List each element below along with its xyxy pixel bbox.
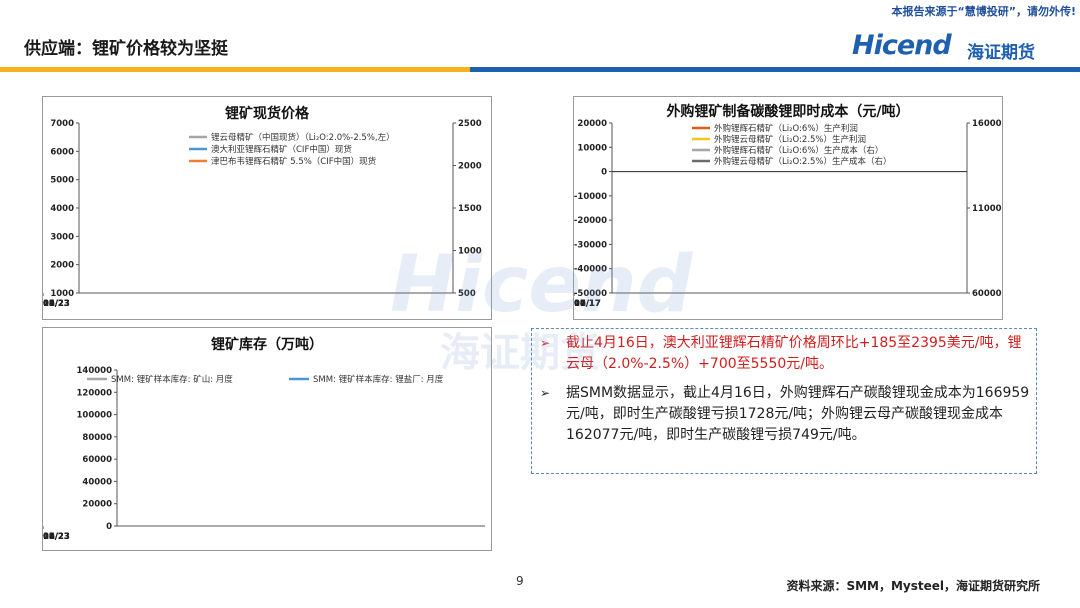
header-rule-blue [470, 67, 1080, 72]
x-tick-label: 2024/06/23 [43, 532, 70, 542]
y-left-tick-label: 120000 [77, 388, 113, 398]
y-left-tick-label: 7000 [50, 119, 74, 129]
y-left-tick-label: -20000 [574, 216, 607, 226]
y-right-tick-label: 1000 [458, 247, 482, 257]
x-tick-label: 2025/04/23 [43, 299, 70, 309]
y-right-tick-label: 2000 [458, 162, 482, 172]
x-tick-label: 2024/06/23 [43, 299, 70, 309]
watermark-logo-cn: 海证期货 [440, 330, 600, 376]
legend-label: 澳大利亚锂辉石精矿（CIF中国）现货 [211, 144, 352, 155]
y-left-tick-label: 1000 [50, 289, 74, 299]
legend-label: SMM: 锂矿样本库存: 锂盐厂: 月度 [313, 374, 444, 385]
page-title: 供应端：锂矿价格较为坚挺 [24, 39, 228, 59]
arrow-bullet-icon: ➢ [540, 386, 551, 400]
y-right-tick-label: 60000 [972, 289, 1002, 299]
y-left-tick-label: 2000 [50, 261, 74, 271]
x-tick-label: 2024/01/23 [43, 532, 70, 542]
x-tick-label: 2025/09/23 [43, 299, 70, 309]
x-tick-label: 2025/10/17 [574, 299, 601, 309]
chart-title: 锂矿库存（万吨） [211, 337, 323, 353]
y-left-tick-label: 0 [106, 522, 112, 532]
x-tick-label: 2024/01/23 [43, 299, 70, 309]
chart-svg-spot-price: 1000 2000 3000 4000 5000 6000 7000 500 1000 1500 2… [43, 119, 482, 309]
chart-title: 外购锂矿制备碳酸锂即时成本（元/吨） [666, 104, 910, 120]
y-left-tick-label: 140000 [77, 366, 113, 376]
header-rule-yellow [0, 67, 470, 72]
summary-textbox: ➢ 截止4月16日，澳大利亚锂辉石精矿价格周环比+185至2395美元/吨，锂云… [531, 328, 1037, 474]
y-left-tick-label: 5000 [50, 176, 74, 186]
y-left-tick-label: 4000 [50, 204, 74, 214]
y-right-tick-label: 2500 [458, 119, 482, 129]
bullet-text: 截止4月16日，澳大利亚锂辉石精矿价格周环比+185至2395美元/吨，锂云母（… [566, 335, 1022, 372]
x-tick-label: 2026/02/23 [43, 532, 70, 542]
logo-cn-text: 海证期货 [967, 43, 1035, 63]
x-tick-label: 2025/04/23 [43, 532, 70, 542]
chart-panel-lithium-ore-inventory: 锂矿库存（万吨） 0 20000 40000 60000 80000 100000 1200… [42, 327, 492, 551]
y-left-tick-label: 20000 [82, 500, 112, 510]
legend-label: 锂云母精矿（中国现货）（Li₂O:2.0%-2.5%,左） [211, 132, 395, 143]
x-tick-label: 2024/11/23 [43, 299, 70, 309]
x-tick-label: 2026/02/23 [43, 299, 70, 309]
x-tick-label: 2024/11/23 [43, 532, 70, 542]
chart-title: 锂矿现货价格 [225, 106, 309, 122]
legend-label: 外购锂辉石精矿（Li₂O:6%）生产利润 [714, 123, 858, 134]
x-tick-label: 2025/04/17 [574, 299, 601, 309]
x-tick-label: 2026/01/17 [574, 299, 601, 309]
chart-panel-lithium-ore-spot-price: 锂矿现货价格 1000 2000 3000 4000 5000 6000 7000 500 10… [42, 96, 492, 320]
report-source-notice: 本报告来源于“慧博投研”，请勿外传! [891, 5, 1076, 18]
page-number: 9 [516, 574, 524, 588]
y-left-tick-label: -30000 [574, 240, 607, 250]
y-left-tick-label: -50000 [574, 289, 607, 299]
x-tick-label: 2025/09/23 [43, 532, 70, 542]
chart-panel-lithium-carbonate-cost: 外购锂矿制备碳酸锂即时成本（元/吨） -50000 -40000 -30000 -20… [573, 96, 1003, 320]
legend-label: SMM: 锂矿样本库存: 矿山: 月度 [111, 374, 233, 385]
y-right-tick-label: 1500 [458, 204, 482, 214]
bullet-text: 据SMM数据显示，截止4月16日，外购锂辉石产碳酸锂现金成本为166959元/吨… [566, 385, 1030, 443]
y-left-tick-label: 80000 [82, 433, 112, 443]
y-left-tick-label: 0 [601, 168, 607, 178]
watermark-logo: Hicend [390, 240, 693, 330]
chart-svg-carbonate-cost: -50000 -40000 -30000 -20000 -10000 0 10000 2000… [574, 119, 1002, 309]
x-tick-label: 2025/07/17 [574, 299, 601, 309]
x-tick-label: 2025/01/17 [574, 299, 601, 309]
chart-svg-inventory: 0 20000 40000 60000 80000 100000 120000 140000 2… [43, 366, 485, 542]
y-left-tick-label: 20000 [577, 119, 607, 129]
y-right-tick-label: 110000 [972, 204, 1002, 214]
y-left-tick-label: 60000 [82, 455, 112, 465]
y-left-tick-label: -40000 [574, 265, 607, 275]
y-right-tick-label: 500 [458, 289, 476, 299]
logo-brand-text: Hicend [852, 30, 952, 61]
y-left-tick-label: 100000 [77, 411, 113, 421]
y-left-tick-label: -10000 [574, 192, 607, 202]
legend-label: 外购锂云母精矿（Li₂O:2.5%）生产利润 [714, 134, 866, 145]
y-left-tick-label: 40000 [82, 477, 112, 487]
legend-label: 津巴布韦锂辉石精矿 5.5%（CIF中国）现货 [211, 156, 377, 167]
y-left-tick-label: 6000 [50, 147, 74, 157]
legend-label: 外购锂辉石精矿（Li₂O:6%）生产成本（右） [714, 145, 883, 156]
y-left-tick-label: 10000 [577, 143, 607, 153]
legend-label: 外购锂云母精矿（Li₂O:2.5%）生产成本（右） [714, 156, 892, 167]
company-logo: Hicend 海证期货 [852, 30, 1052, 66]
data-source: 资料来源：SMM，Mysteel，海证期货研究所 [786, 579, 1040, 593]
arrow-bullet-icon: ➢ [540, 336, 551, 350]
y-left-tick-label: 3000 [50, 232, 74, 242]
